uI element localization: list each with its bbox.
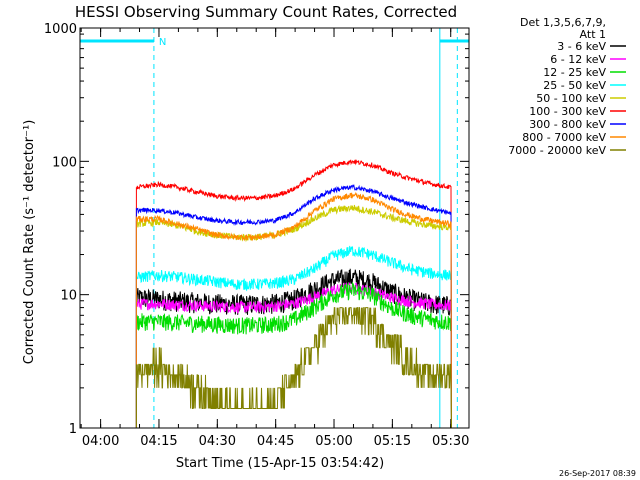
legend-header: Det 1,3,5,6,7,9, (520, 16, 606, 29)
series-line-6-12kev (135, 281, 452, 429)
series-line-7000-20000kev (135, 307, 452, 429)
series-line-800-7000kev (135, 191, 452, 429)
legend-label: 800 - 7000 keV (522, 131, 606, 144)
y-tick-label: 1000 (44, 22, 77, 37)
chart-title: HESSI Observing Summary Count Rates, Cor… (75, 3, 457, 21)
series-line-3-6kev (135, 268, 452, 429)
x-tick-label: 04:00 (82, 434, 119, 449)
y-tick-label: 1 (69, 422, 77, 437)
legend-label: 7000 - 20000 keV (508, 144, 606, 157)
plot-frame (79, 27, 470, 429)
x-tick-label: 05:30 (432, 434, 469, 449)
series-line-12-25kev (135, 281, 452, 429)
legend-header: Att 1 (580, 28, 606, 41)
x-tick-label: 04:30 (199, 434, 236, 449)
annotation-label: N (159, 37, 166, 48)
y-tick-label: 10 (60, 289, 77, 304)
series-line-25-50kev (135, 245, 452, 429)
legend-label: 25 - 50 keV (543, 79, 606, 92)
legend-label: 300 - 800 keV (529, 118, 606, 131)
legend-label: 3 - 6 keV (557, 40, 606, 53)
x-tick-label: 04:45 (257, 434, 294, 449)
x-tick-label: 05:00 (315, 434, 352, 449)
y-tick-label: 100 (52, 155, 77, 170)
x-tick-label: 04:15 (140, 434, 177, 449)
x-tick-label: 05:15 (374, 434, 411, 449)
legend-label: 6 - 12 keV (550, 53, 606, 66)
legend-label: 100 - 300 keV (529, 105, 606, 118)
series-line-100-300kev (135, 159, 452, 429)
legend-label: 50 - 100 keV (536, 92, 606, 105)
x-axis-label: Start Time (15-Apr-15 03:54:42) (176, 456, 384, 471)
legend-label: 12 - 25 keV (543, 66, 606, 79)
y-axis-label: Corrected Count Rate (s⁻¹ detector⁻¹) (22, 120, 37, 365)
series-line-300-800kev (135, 184, 452, 429)
footer-timestamp: 26-Sep-2017 08:39 (559, 469, 636, 478)
